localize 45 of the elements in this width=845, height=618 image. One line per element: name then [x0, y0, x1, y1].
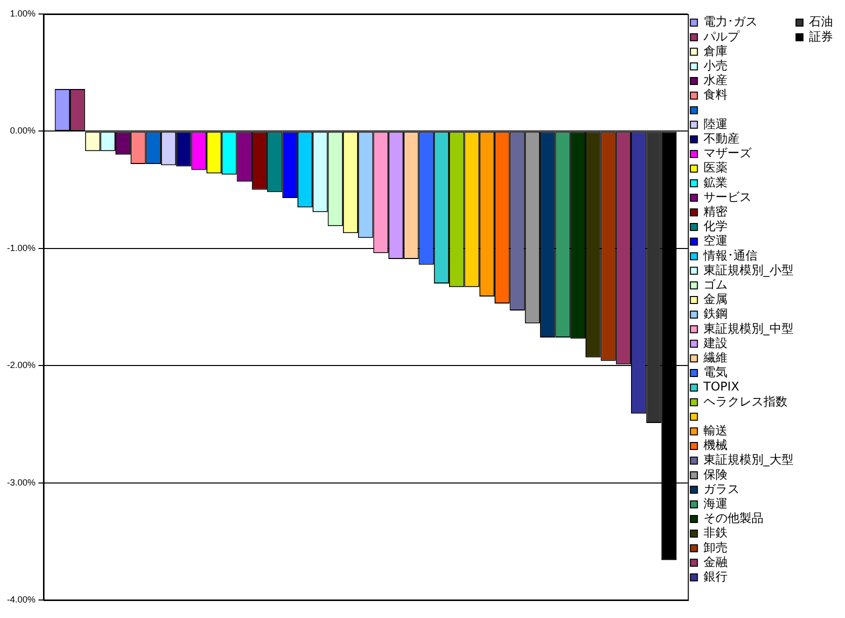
legend-label: 金属 — [703, 292, 728, 306]
legend-label: 不動産 — [703, 132, 740, 146]
legend-label: 倉庫 — [703, 44, 728, 58]
legend-label: 鉄鋼 — [703, 306, 728, 321]
legend-label: 化学 — [703, 219, 728, 234]
legend-label: 医薬 — [703, 160, 728, 175]
legend-label: 輸送 — [703, 424, 728, 438]
legend-label: パルプ — [702, 29, 740, 44]
y-tick-label: -4.00% — [6, 594, 36, 604]
legend-label: 繊維 — [702, 350, 728, 365]
legend-label: 電力･ガス — [703, 14, 758, 29]
legend-label: その他製品 — [703, 511, 764, 526]
legend-label: 機械 — [703, 438, 728, 452]
legend-label: 空運 — [703, 234, 728, 248]
y-tick-label: -2.00% — [6, 360, 36, 370]
y-tick-label: 1.00% — [10, 8, 36, 18]
legend-label: 証券 — [809, 29, 833, 44]
legend-label: 陸運 — [703, 116, 728, 131]
legend-label: 東証規模別_大型 — [703, 452, 794, 467]
legend-label: サービス — [703, 190, 752, 204]
legend-label: 鉱業 — [703, 175, 728, 190]
legend-label: 海運 — [703, 496, 728, 511]
legend-label: 保険 — [703, 467, 728, 482]
legend-label: 情報･通信 — [702, 248, 758, 262]
y-tick-label: -3.00% — [6, 477, 36, 488]
y-tick-label: 0.00% — [10, 126, 36, 136]
legend-label: マザーズ — [703, 146, 752, 160]
legend-label: 水産 — [703, 73, 728, 88]
legend-label: 石油 — [809, 14, 833, 29]
legend-label: 建設 — [702, 336, 728, 350]
legend-label: 金融 — [703, 554, 728, 569]
legend-label: 小売 — [703, 58, 728, 73]
legend-label: ゴム — [703, 278, 728, 292]
legend-label: 非鉄 — [703, 526, 728, 540]
legend-label: 食料 — [703, 88, 728, 102]
legend-label: TOPIX — [702, 380, 740, 394]
legend-label: ヘラクレス指数 — [703, 394, 788, 408]
legend-label: 電気 — [703, 365, 728, 380]
y-tick-label: -1.00% — [6, 242, 36, 253]
legend-label: 東証規模別_小型 — [703, 262, 794, 277]
legend-label: ガラス — [703, 482, 740, 496]
legend-label: 東証規模別_中型 — [703, 321, 794, 336]
legend-label: 銀行 — [703, 570, 728, 584]
legend-label: 精密 — [703, 204, 728, 219]
legend-label: 卸売 — [703, 540, 728, 554]
